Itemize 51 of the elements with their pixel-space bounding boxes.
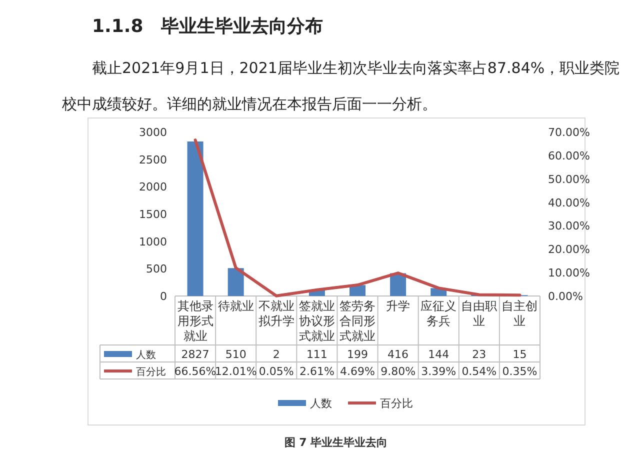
y2-tick-label: 0.00% <box>548 290 583 303</box>
legend-label: 人数 <box>136 350 156 361</box>
bar <box>187 141 204 296</box>
x-tick-label: 签劳务合同形式就业 <box>340 299 376 343</box>
data-label: 15 <box>512 348 527 361</box>
x-tick-label: 自由职业 <box>461 299 498 328</box>
data-label: 111 <box>306 348 328 361</box>
data-label: 2827 <box>181 348 210 361</box>
data-label: 0.35% <box>502 365 538 378</box>
data-label: 2.61% <box>299 365 334 378</box>
y2-tick-label: 20.00% <box>548 243 590 256</box>
data-label: 23 <box>472 348 486 361</box>
y2-tick-label: 10.00% <box>548 266 590 280</box>
legend-label: 百分比 <box>136 366 166 378</box>
data-label: 66.56% <box>174 365 216 378</box>
y-tick-label: 3000 <box>139 126 167 139</box>
y-tick-label: 500 <box>146 262 167 276</box>
x-tick-label: 应征义务兵 <box>420 299 457 328</box>
data-label: 0.05% <box>258 365 294 378</box>
data-label: 510 <box>225 348 246 361</box>
data-label: 144 <box>428 348 450 361</box>
data-label: 199 <box>347 348 368 361</box>
data-label: 0.54% <box>462 365 497 378</box>
y-tick-label: 1500 <box>139 208 167 221</box>
caption: 图 7 毕业生毕业去向 <box>284 436 388 449</box>
x-tick-label: 待就业 <box>218 299 254 313</box>
y-tick-label: 1000 <box>139 235 167 248</box>
x-tick-label: 不就业拟升学 <box>258 299 294 328</box>
y-tick-label: 2500 <box>139 153 167 166</box>
data-label: 4.69% <box>340 365 375 378</box>
y2-tick-label: 50.00% <box>548 172 590 186</box>
x-tick-label: 其他录用形式就业 <box>177 299 214 343</box>
text: 百分比 <box>380 397 413 410</box>
data-label: 9.80% <box>380 365 416 378</box>
chart-title: 1.1.8 毕业生毕业去向分布 <box>92 15 324 38</box>
y-tick-label: 0 <box>160 290 167 303</box>
y-tick-label: 2000 <box>139 180 167 194</box>
x-tick-label: 升学 <box>386 299 410 313</box>
y2-tick-label: 30.00% <box>548 220 590 233</box>
y2-tick-label: 60.00% <box>548 149 590 162</box>
text: 人数 <box>310 397 332 410</box>
y2-tick-label: 70.00% <box>548 126 590 139</box>
x-tick-label: 签就业协议形式就业 <box>298 299 335 343</box>
text: 截止2021年9月1日，2021届毕业生初次毕业去向落实率占87.84%，职业类院校中成绩较好。详细的就业情况在本报告后面一一分析。 <box>62 59 620 113</box>
data-label: 2 <box>272 348 280 361</box>
data-label: 12.01% <box>214 365 257 378</box>
data-label: 416 <box>388 348 409 361</box>
y2-tick-label: 40.00% <box>548 196 590 210</box>
x-tick-label: 自主创业 <box>502 299 538 328</box>
data-label: 3.39% <box>421 365 456 378</box>
bar <box>228 268 244 296</box>
